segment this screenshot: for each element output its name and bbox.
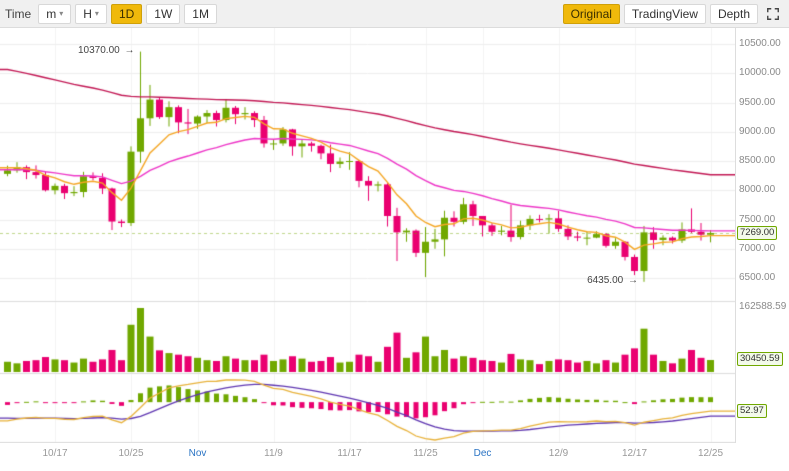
price-tick-label: 9000.00 (739, 125, 776, 137)
interval-1m-button[interactable]: 1M (184, 3, 217, 24)
price-chart-canvas[interactable] (0, 28, 735, 443)
interval-1d-button[interactable]: 1D (110, 3, 143, 24)
time-tick-label: 12/9 (548, 448, 569, 459)
time-tick-label: 11/9 (264, 448, 283, 459)
time-tick-label: Dec (473, 448, 492, 459)
interval-controls: Time m ▾ H ▾ 1D 1W 1M (5, 3, 217, 24)
price-tick-label: 7000.00 (739, 242, 776, 254)
volume-scale-max-label: 162588.59 (739, 301, 787, 312)
price-tick-label: 6500.00 (739, 272, 776, 283)
last-price-badge: 7269.00 (737, 226, 778, 240)
minute-interval-dropdown[interactable]: m ▾ (38, 3, 72, 24)
hour-interval-dropdown[interactable]: H ▾ (75, 3, 107, 24)
chevron-down-icon: ▾ (94, 8, 99, 18)
time-axis[interactable]: 10/17 10/25 Nov 11/9 11/17 11/25 Dec 12/9 12/17 1… (0, 443, 789, 471)
price-tick-label: 9500.00 (739, 96, 776, 108)
time-label: Time (5, 6, 32, 21)
time-tick-label: 12/17 (621, 448, 648, 459)
arrow-right-icon: → (124, 44, 135, 56)
time-tick-label: 11/17 (337, 448, 362, 459)
high-price-annotation: 10370.00 → (78, 45, 135, 56)
last-volume-badge: 30450.59 (737, 352, 783, 366)
price-tick-label: 8000.00 (739, 184, 776, 196)
interval-1w-button[interactable]: 1W (146, 3, 181, 24)
time-tick-label: 10/17 (42, 448, 68, 459)
arrow-right-icon: → (628, 274, 638, 286)
time-tick-label: 12/25 (697, 448, 724, 459)
price-axis[interactable]: 162588.59 7269.00 30450.59 52.97 10500.0… (735, 28, 789, 471)
mode-tradingview-button[interactable]: TradingView (623, 3, 706, 24)
price-tick-label: 8500.00 (739, 155, 776, 166)
low-price-annotation: 6435.00 → (587, 275, 638, 286)
price-tick-label: 7500.00 (739, 213, 776, 225)
time-tick-label: Nov (188, 448, 207, 459)
fullscreen-icon[interactable] (762, 3, 784, 25)
chart-toolbar: Time m ▾ H ▾ 1D 1W 1M Original TradingVi… (0, 0, 789, 28)
time-tick-label: 10/25 (118, 448, 144, 459)
chart-mode-controls: Original TradingView Depth (562, 3, 784, 25)
price-tick-label: 10500.00 (739, 38, 781, 49)
minute-dropdown-label: m (46, 6, 57, 21)
macd-value-badge: 52.97 (737, 404, 767, 419)
chevron-down-icon: ▾ (59, 8, 64, 18)
hour-dropdown-label: H (83, 6, 92, 21)
annotation-text: 6435.00 (587, 274, 624, 286)
annotation-text: 10370.00 (78, 44, 120, 56)
time-tick-label: 11/25 (413, 448, 438, 459)
price-tick-label: 10000.00 (739, 67, 781, 79)
mode-depth-button[interactable]: Depth (709, 3, 758, 24)
chart-area: 10370.00 → 6435.00 → 162588.59 7269.00 3… (0, 28, 789, 471)
mode-original-button[interactable]: Original (562, 3, 620, 24)
